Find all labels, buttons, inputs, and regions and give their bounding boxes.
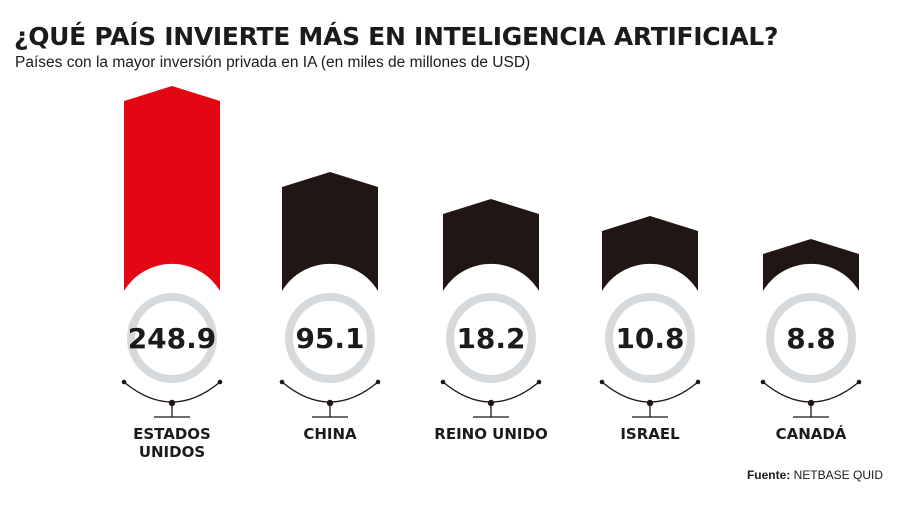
bracket-end-dot	[760, 379, 766, 385]
value-ring	[127, 293, 217, 383]
bracket-end-dot	[536, 379, 542, 385]
bracket-end-dot	[217, 379, 223, 385]
bar	[282, 172, 378, 291]
data-label: 10.8	[615, 322, 684, 355]
bar	[124, 86, 220, 291]
category-label: ESTADOS	[133, 425, 211, 443]
data-label: 8.8	[786, 322, 836, 355]
bracket-end-dot	[279, 379, 285, 385]
category-label: REINO UNIDO	[434, 425, 547, 443]
category-label: CANADÁ	[776, 424, 847, 443]
data-label: 248.9	[128, 322, 217, 355]
data-label: 18.2	[456, 322, 525, 355]
source-note: Fuente: NETBASE QUID	[747, 468, 883, 482]
bracket-arc	[762, 381, 860, 403]
bar	[763, 239, 859, 291]
bracket-arc	[281, 381, 379, 403]
bracket-end-dot	[375, 379, 381, 385]
bracket-end-dot	[599, 379, 605, 385]
chart-subtitle: Países con la mayor inversión privada en…	[15, 54, 531, 71]
value-ring	[766, 293, 856, 383]
data-label: 95.1	[295, 322, 364, 355]
category-label: UNIDOS	[139, 443, 205, 461]
chart-title: ¿QUÉ PAÍS INVIERTE MÁS EN INTELIGENCIA A…	[14, 22, 779, 51]
bracket-arc	[601, 381, 699, 403]
bracket-end-dot	[856, 379, 862, 385]
bar	[602, 216, 698, 291]
value-ring	[446, 293, 536, 383]
source-label: Fuente:	[746, 468, 791, 482]
bracket-end-dot	[440, 379, 446, 385]
value-ring	[285, 293, 375, 383]
category-label: CHINA	[303, 425, 357, 443]
bracket-end-dot	[695, 379, 701, 385]
category-label: ISRAEL	[620, 425, 680, 443]
value-ring	[605, 293, 695, 383]
bracket-arc	[123, 381, 221, 403]
source-text: NETBASE QUID	[793, 468, 883, 482]
bar	[443, 199, 539, 291]
bracket-arc	[442, 381, 540, 403]
bracket-end-dot	[121, 379, 127, 385]
